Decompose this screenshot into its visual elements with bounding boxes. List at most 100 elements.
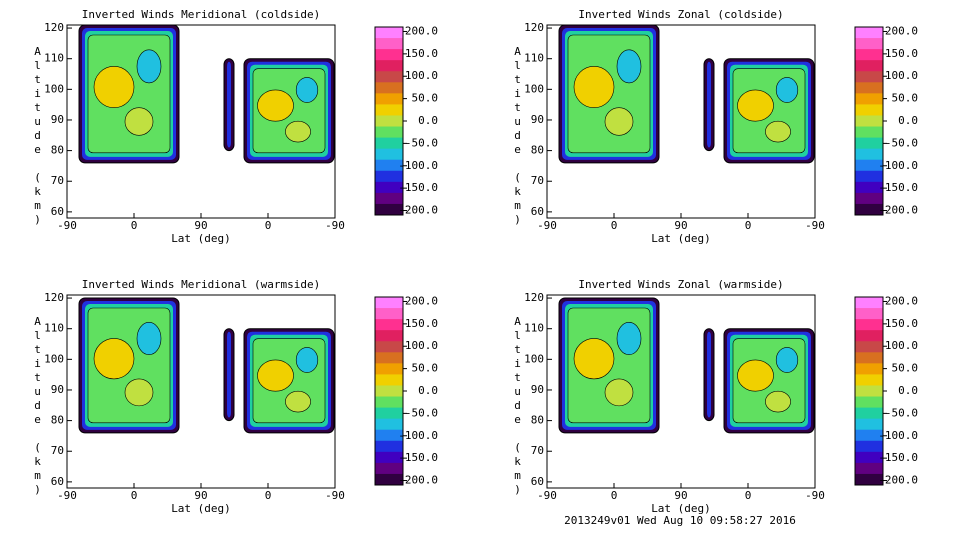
colorbar-band xyxy=(375,170,403,183)
x-axis-label: Lat (deg) xyxy=(171,502,231,515)
contour-region xyxy=(295,347,319,373)
colorbar-tick-label: 150.0 xyxy=(405,47,438,60)
x-axis-label: Lat (deg) xyxy=(171,232,231,245)
colorbar-band xyxy=(375,49,403,61)
colorbar-band xyxy=(855,170,883,183)
contour-region xyxy=(285,390,311,413)
colorbar-band xyxy=(855,203,883,216)
colorbar-band xyxy=(855,60,883,72)
colorbar-band xyxy=(855,330,883,342)
y-tick-label: 70 xyxy=(531,174,544,187)
chart-title: Inverted Winds Zonal (warmside) xyxy=(578,278,783,291)
colorbar-tick-label: -200.0 xyxy=(398,474,438,487)
colorbar-tick-label: -150.0 xyxy=(398,181,438,194)
x-tick-label: -90 xyxy=(805,219,825,232)
y-tick-label: 70 xyxy=(51,174,64,187)
colorbar-tick-label: -50.0 xyxy=(885,136,918,149)
colorbar-band xyxy=(375,462,403,475)
x-tick-label: 0 xyxy=(745,489,752,502)
contour-region xyxy=(124,107,154,136)
x-tick-label: 90 xyxy=(194,219,207,232)
colorbar-band xyxy=(855,352,883,364)
colorbar-tick-label: -150.0 xyxy=(878,451,918,464)
contour-region xyxy=(227,61,231,148)
colorbar-band xyxy=(855,418,883,431)
colorbar-band xyxy=(855,407,883,420)
colorbar-band xyxy=(855,297,883,309)
contour-region xyxy=(616,321,642,355)
colorbar-band xyxy=(375,418,403,431)
y-tick-label: 80 xyxy=(531,414,544,427)
colorbar-band xyxy=(375,385,403,398)
colorbar-band xyxy=(375,363,403,375)
contour-region xyxy=(707,331,711,418)
x-tick-label: 90 xyxy=(194,489,207,502)
contour-region xyxy=(765,120,791,143)
colorbar-band xyxy=(855,71,883,83)
contour-region xyxy=(765,390,791,413)
colorbar-band xyxy=(375,93,403,105)
colorbar-band xyxy=(855,473,883,486)
colorbar-band xyxy=(375,473,403,486)
colorbar-tick-label: -100.0 xyxy=(398,159,438,172)
contour-field xyxy=(78,297,335,434)
colorbar-band xyxy=(375,60,403,72)
contour-region xyxy=(295,77,319,103)
colorbar-tick-label: -100.0 xyxy=(398,429,438,442)
colorbar-band xyxy=(855,308,883,320)
colorbar-tick-label: -200.0 xyxy=(878,474,918,487)
colorbar-band xyxy=(855,137,883,150)
chart-title: Inverted Winds Zonal (coldside) xyxy=(578,8,783,21)
colorbar-band xyxy=(375,159,403,172)
contour-region xyxy=(257,359,294,392)
colorbar-tick-label: 0.0 xyxy=(898,384,918,397)
colorbar-band xyxy=(375,104,403,116)
colorbar-band xyxy=(855,385,883,398)
colorbar-tick-label: 50.0 xyxy=(892,92,919,105)
colorbar-tick-label: 100.0 xyxy=(885,69,918,82)
y-tick-label: 60 xyxy=(531,205,544,218)
y-axis-label: Altitude (km) xyxy=(511,315,524,497)
contour-field xyxy=(558,297,815,434)
colorbar-tick-label: 0.0 xyxy=(418,384,438,397)
colorbar-band xyxy=(375,396,403,409)
colorbar-band xyxy=(375,319,403,331)
y-tick-label: 90 xyxy=(51,113,64,126)
y-tick-label: 120 xyxy=(524,291,544,304)
colorbar-tick-label: -50.0 xyxy=(405,136,438,149)
x-axis-label: Lat (deg) xyxy=(651,502,711,515)
x-tick-label: 90 xyxy=(674,219,687,232)
colorbar-tick-label: 150.0 xyxy=(885,47,918,60)
colorbar-band xyxy=(375,451,403,464)
contour-region xyxy=(124,378,154,407)
y-tick-label: 90 xyxy=(531,113,544,126)
colorbar-band xyxy=(855,38,883,50)
colorbar-band xyxy=(855,341,883,353)
x-tick-label: 0 xyxy=(131,489,138,502)
y-tick-label: 90 xyxy=(531,383,544,396)
x-tick-label: -90 xyxy=(325,489,345,502)
colorbar-band xyxy=(855,451,883,464)
x-tick-label: -90 xyxy=(537,489,557,502)
y-tick-label: 100 xyxy=(524,352,544,365)
colorbar-band xyxy=(375,341,403,353)
colorbar-band xyxy=(855,148,883,161)
colorbar-band xyxy=(375,137,403,150)
colorbar-tick-label: 200.0 xyxy=(885,294,918,307)
colorbar-band xyxy=(375,38,403,50)
x-tick-label: 90 xyxy=(674,489,687,502)
y-axis-label: Altitude (km) xyxy=(511,45,524,227)
colorbar-band xyxy=(855,429,883,442)
colorbar-band xyxy=(375,181,403,194)
contour-region xyxy=(227,331,231,418)
colorbar-tick-label: 200.0 xyxy=(405,294,438,307)
colorbar-band xyxy=(855,115,883,128)
contour-region xyxy=(775,77,799,103)
colorbar-tick-label: -200.0 xyxy=(878,204,918,217)
y-tick-label: 110 xyxy=(44,322,64,335)
contour-region xyxy=(737,359,774,392)
colorbar-band xyxy=(375,148,403,161)
y-tick-label: 80 xyxy=(51,414,64,427)
colorbar-band xyxy=(855,440,883,453)
